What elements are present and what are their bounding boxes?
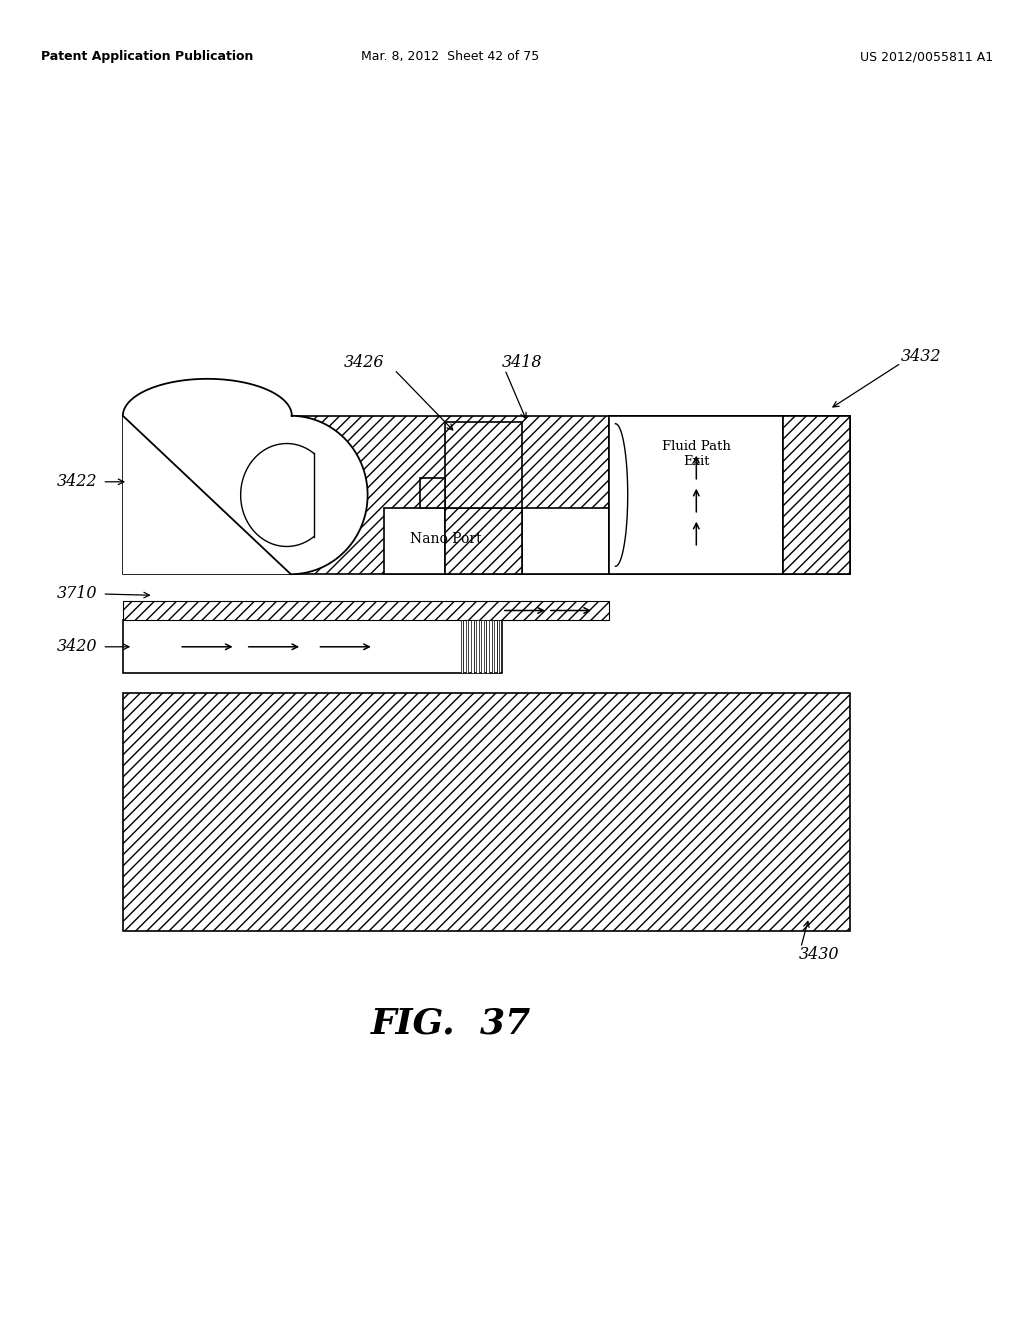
Text: Patent Application Publication: Patent Application Publication — [41, 50, 253, 63]
Bar — [461, 620, 463, 673]
Bar — [486, 620, 489, 673]
Bar — [384, 508, 445, 574]
Bar — [609, 416, 850, 574]
Text: 3710: 3710 — [56, 586, 97, 602]
Polygon shape — [123, 416, 292, 574]
Text: Fluid Path
Exit: Fluid Path Exit — [662, 440, 731, 467]
Text: 3420: 3420 — [56, 639, 97, 655]
Text: 3418: 3418 — [502, 355, 543, 371]
Text: 3430: 3430 — [799, 946, 840, 962]
Bar — [783, 416, 850, 574]
Bar — [497, 620, 500, 673]
Bar — [476, 620, 479, 673]
Bar — [522, 508, 609, 574]
Bar — [492, 620, 494, 673]
Bar — [471, 620, 473, 673]
Bar — [123, 620, 502, 673]
Text: US 2012/0055811 A1: US 2012/0055811 A1 — [860, 50, 993, 63]
Text: Mar. 8, 2012  Sheet 42 of 75: Mar. 8, 2012 Sheet 42 of 75 — [361, 50, 540, 63]
Bar — [609, 416, 783, 574]
Bar — [384, 508, 445, 574]
Polygon shape — [123, 379, 368, 574]
Bar — [420, 478, 445, 508]
Text: FIG.  37: FIG. 37 — [371, 1006, 530, 1040]
Text: 3432: 3432 — [901, 348, 942, 364]
Bar — [123, 416, 850, 574]
Bar — [466, 620, 469, 673]
Text: 3422: 3422 — [56, 474, 97, 490]
Bar — [123, 693, 850, 931]
Bar — [123, 601, 609, 620]
Text: 3426: 3426 — [343, 355, 384, 371]
Bar — [445, 422, 522, 508]
Bar — [445, 508, 522, 574]
Bar — [481, 620, 483, 673]
Text: Nano Port: Nano Port — [410, 532, 481, 545]
Bar — [522, 508, 609, 574]
